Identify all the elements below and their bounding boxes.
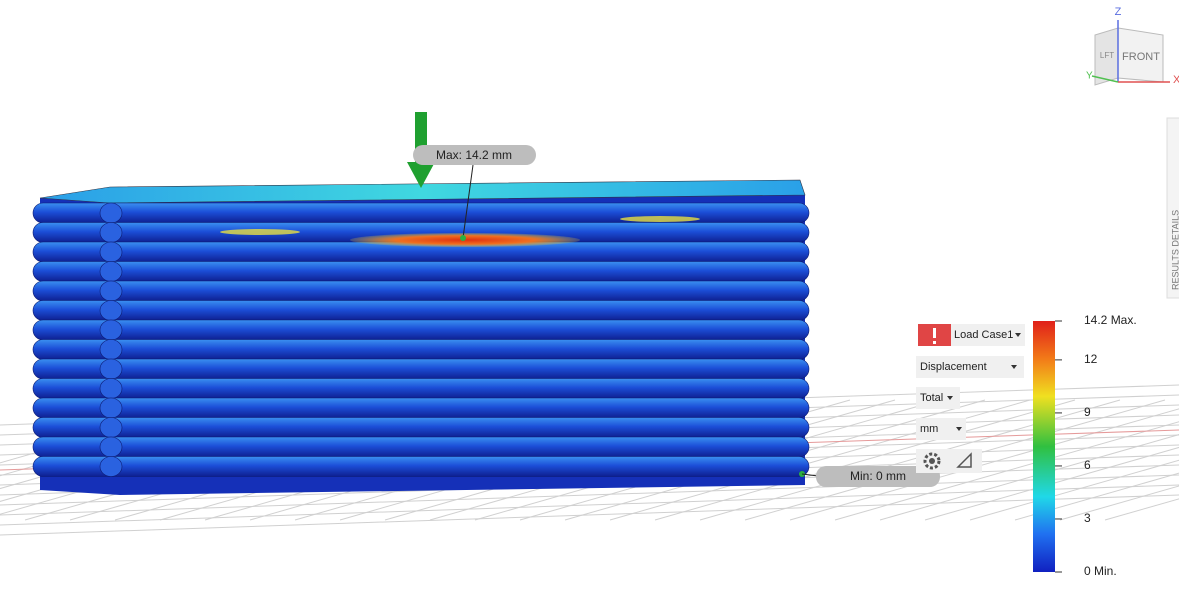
color-bar (1033, 321, 1055, 572)
tube-end (99, 339, 123, 360)
max-callout-text: Max: 14.2 mm (436, 148, 512, 162)
tube-end (99, 358, 123, 380)
grid-line (834, 421, 1179, 521)
grid-line (789, 408, 1179, 521)
axis-x-label: X (1173, 74, 1179, 86)
tube-end (99, 300, 123, 321)
tube-end (99, 397, 123, 419)
legend-tick-label: 12 (1084, 352, 1098, 366)
grid-line (1059, 485, 1179, 521)
load-case-text: Load Case1 (954, 329, 1013, 341)
axis-y-label: Y (1086, 71, 1093, 82)
grid-line (1104, 498, 1179, 521)
max-callout (413, 145, 536, 165)
unit-dropdown[interactable] (916, 418, 966, 440)
load-arrow-head (407, 162, 435, 188)
tube (32, 397, 810, 419)
grid-line (0, 484, 1179, 526)
result-type-dropdown[interactable] (916, 356, 1024, 378)
tube (32, 358, 810, 380)
tube-end (99, 202, 123, 224)
legend-tick-label: 14.2 Max. (1084, 313, 1137, 327)
settings-icon[interactable] (923, 452, 941, 470)
legend-tick-label: 6 (1084, 458, 1091, 472)
tube-end (99, 319, 123, 341)
tube (32, 339, 810, 360)
tube (32, 378, 810, 399)
tube-end (99, 456, 123, 477)
tube-end (99, 378, 123, 399)
component-text: Total (920, 392, 943, 404)
tube (32, 261, 810, 282)
grid-line (0, 474, 1179, 516)
grid-line (924, 446, 1179, 521)
result-type-text: Displacement (920, 361, 987, 373)
cube-left-label: LFT (1100, 51, 1114, 60)
legend-tick-label: 9 (1084, 405, 1091, 419)
tube (32, 456, 810, 477)
tube-end (99, 241, 123, 263)
tube (32, 300, 810, 321)
tube-stack (32, 202, 810, 477)
model-top-face (39, 179, 806, 204)
axis-z-label: Z (1115, 6, 1122, 18)
min-callout (816, 466, 940, 487)
tube (32, 436, 810, 458)
results-details-tab[interactable] (1166, 117, 1179, 299)
results-details-label: RESULTS DETAILS (1170, 210, 1179, 290)
component-dropdown[interactable] (916, 387, 960, 409)
legend-tick-label: 0 Min. (1084, 564, 1117, 578)
tube-end (99, 280, 123, 302)
unit-text: mm (920, 423, 938, 435)
cube-front-label: FRONT (1122, 51, 1160, 63)
tube-end (99, 436, 123, 458)
callout-leader (801, 473, 819, 477)
tube-end (99, 417, 123, 438)
results-controls: Load Case1 Displacement Total mm (916, 324, 1025, 473)
tube (32, 319, 810, 341)
legend: 14.2 Max. 12 9 6 3 0 Min. (1055, 313, 1137, 578)
tube-end (99, 261, 123, 282)
load-case-dropdown[interactable] (951, 324, 1025, 346)
probe-icon[interactable] (956, 452, 972, 468)
tube-end (99, 222, 123, 243)
min-callout-text: Min: 0 mm (850, 469, 906, 483)
view-cube[interactable]: Z X Y FRONT LFT (1086, 6, 1179, 86)
grid-line (1014, 472, 1179, 521)
grid-line (879, 434, 1179, 521)
max-point (460, 235, 466, 241)
legend-tick-label: 3 (1084, 511, 1091, 525)
callout-leader (462, 164, 474, 239)
tube (32, 280, 810, 302)
stress-zone (220, 229, 300, 235)
tube (32, 417, 810, 438)
grid-line (0, 494, 1179, 536)
stress-zone (620, 216, 700, 222)
